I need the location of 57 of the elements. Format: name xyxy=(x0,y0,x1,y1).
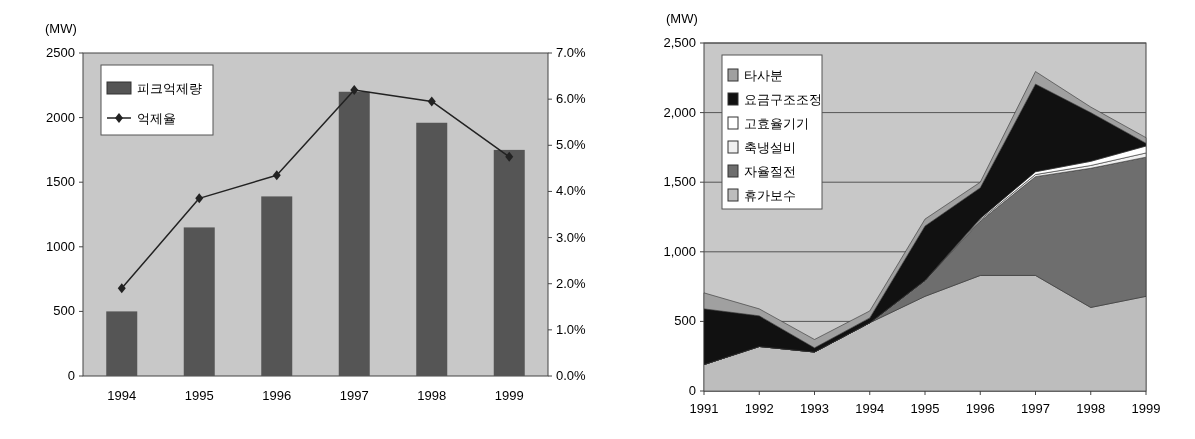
y-tick-label: 500 xyxy=(674,313,696,329)
bar xyxy=(183,227,215,376)
point xyxy=(427,96,436,107)
y-tick-label: 2500 xyxy=(46,45,75,60)
legend-label: 요금구조조정 xyxy=(744,92,822,107)
y2-tick-label: 0.0% xyxy=(556,368,587,383)
x-tick-label: 1995 xyxy=(184,388,214,403)
legend-label: 고효율기기 xyxy=(744,116,809,131)
y2-tick-label: 3.0% xyxy=(556,229,587,245)
x-tick-label: 1998 xyxy=(417,388,447,403)
bar xyxy=(106,311,138,376)
legend-label: 자율절전 xyxy=(744,164,796,179)
x-tick-label: 1998 xyxy=(1076,401,1106,416)
y-axis-title: (MW) xyxy=(45,21,77,36)
y2-tick-label: 7.0% xyxy=(556,45,587,60)
y-tick-label: 1500 xyxy=(46,174,75,190)
bar xyxy=(416,122,448,376)
x-tick-label: 1993 xyxy=(800,401,829,416)
x-tick-label: 1997 xyxy=(339,388,369,403)
point xyxy=(350,84,359,95)
bar xyxy=(338,91,370,376)
y2-tick-label: 6.0% xyxy=(556,91,587,107)
legend-label: 축냉설비 xyxy=(744,140,796,155)
y2-tick-label: 1.0% xyxy=(556,321,587,337)
y-tick-label: 1,500 xyxy=(663,174,696,190)
point xyxy=(195,193,204,204)
point xyxy=(272,170,281,181)
x-tick-label: 1999 xyxy=(1131,401,1161,416)
x-tick-label: 1995 xyxy=(910,401,940,416)
legend-label: 휴가보수 xyxy=(744,188,796,203)
y-tick-label: 2,000 xyxy=(663,104,696,120)
legend-label: 억제율 xyxy=(137,111,176,126)
legend-label: 타사분 xyxy=(744,68,783,83)
bar xyxy=(261,196,293,376)
x-tick-label: 1991 xyxy=(689,401,719,416)
x-tick-label: 1994 xyxy=(855,401,885,416)
x-tick-label: 1996 xyxy=(262,388,292,403)
y-tick-label: 0 xyxy=(688,383,696,398)
x-tick-label: 1999 xyxy=(494,388,524,403)
y2-tick-label: 5.0% xyxy=(556,137,587,153)
y2-tick-label: 2.0% xyxy=(556,275,587,291)
y-tick-label: 2,500 xyxy=(663,35,696,50)
y-tick-label: 1000 xyxy=(46,238,75,254)
x-tick-label: 1997 xyxy=(1021,401,1050,416)
y2-tick-label: 4.0% xyxy=(556,183,587,199)
y-tick-label: 500 xyxy=(53,303,75,319)
legend-label: 피크억제량 xyxy=(137,81,202,96)
y-tick-label: 2000 xyxy=(46,109,75,125)
y-tick-label: 0 xyxy=(67,368,75,383)
y-axis-title: (MW) xyxy=(666,11,698,26)
x-tick-label: 1994 xyxy=(107,388,137,403)
x-tick-label: 1996 xyxy=(965,401,995,416)
point xyxy=(117,283,126,294)
point xyxy=(505,151,514,162)
x-tick-label: 1992 xyxy=(744,401,774,416)
bar xyxy=(493,149,525,376)
y-tick-label: 1,000 xyxy=(663,243,696,259)
